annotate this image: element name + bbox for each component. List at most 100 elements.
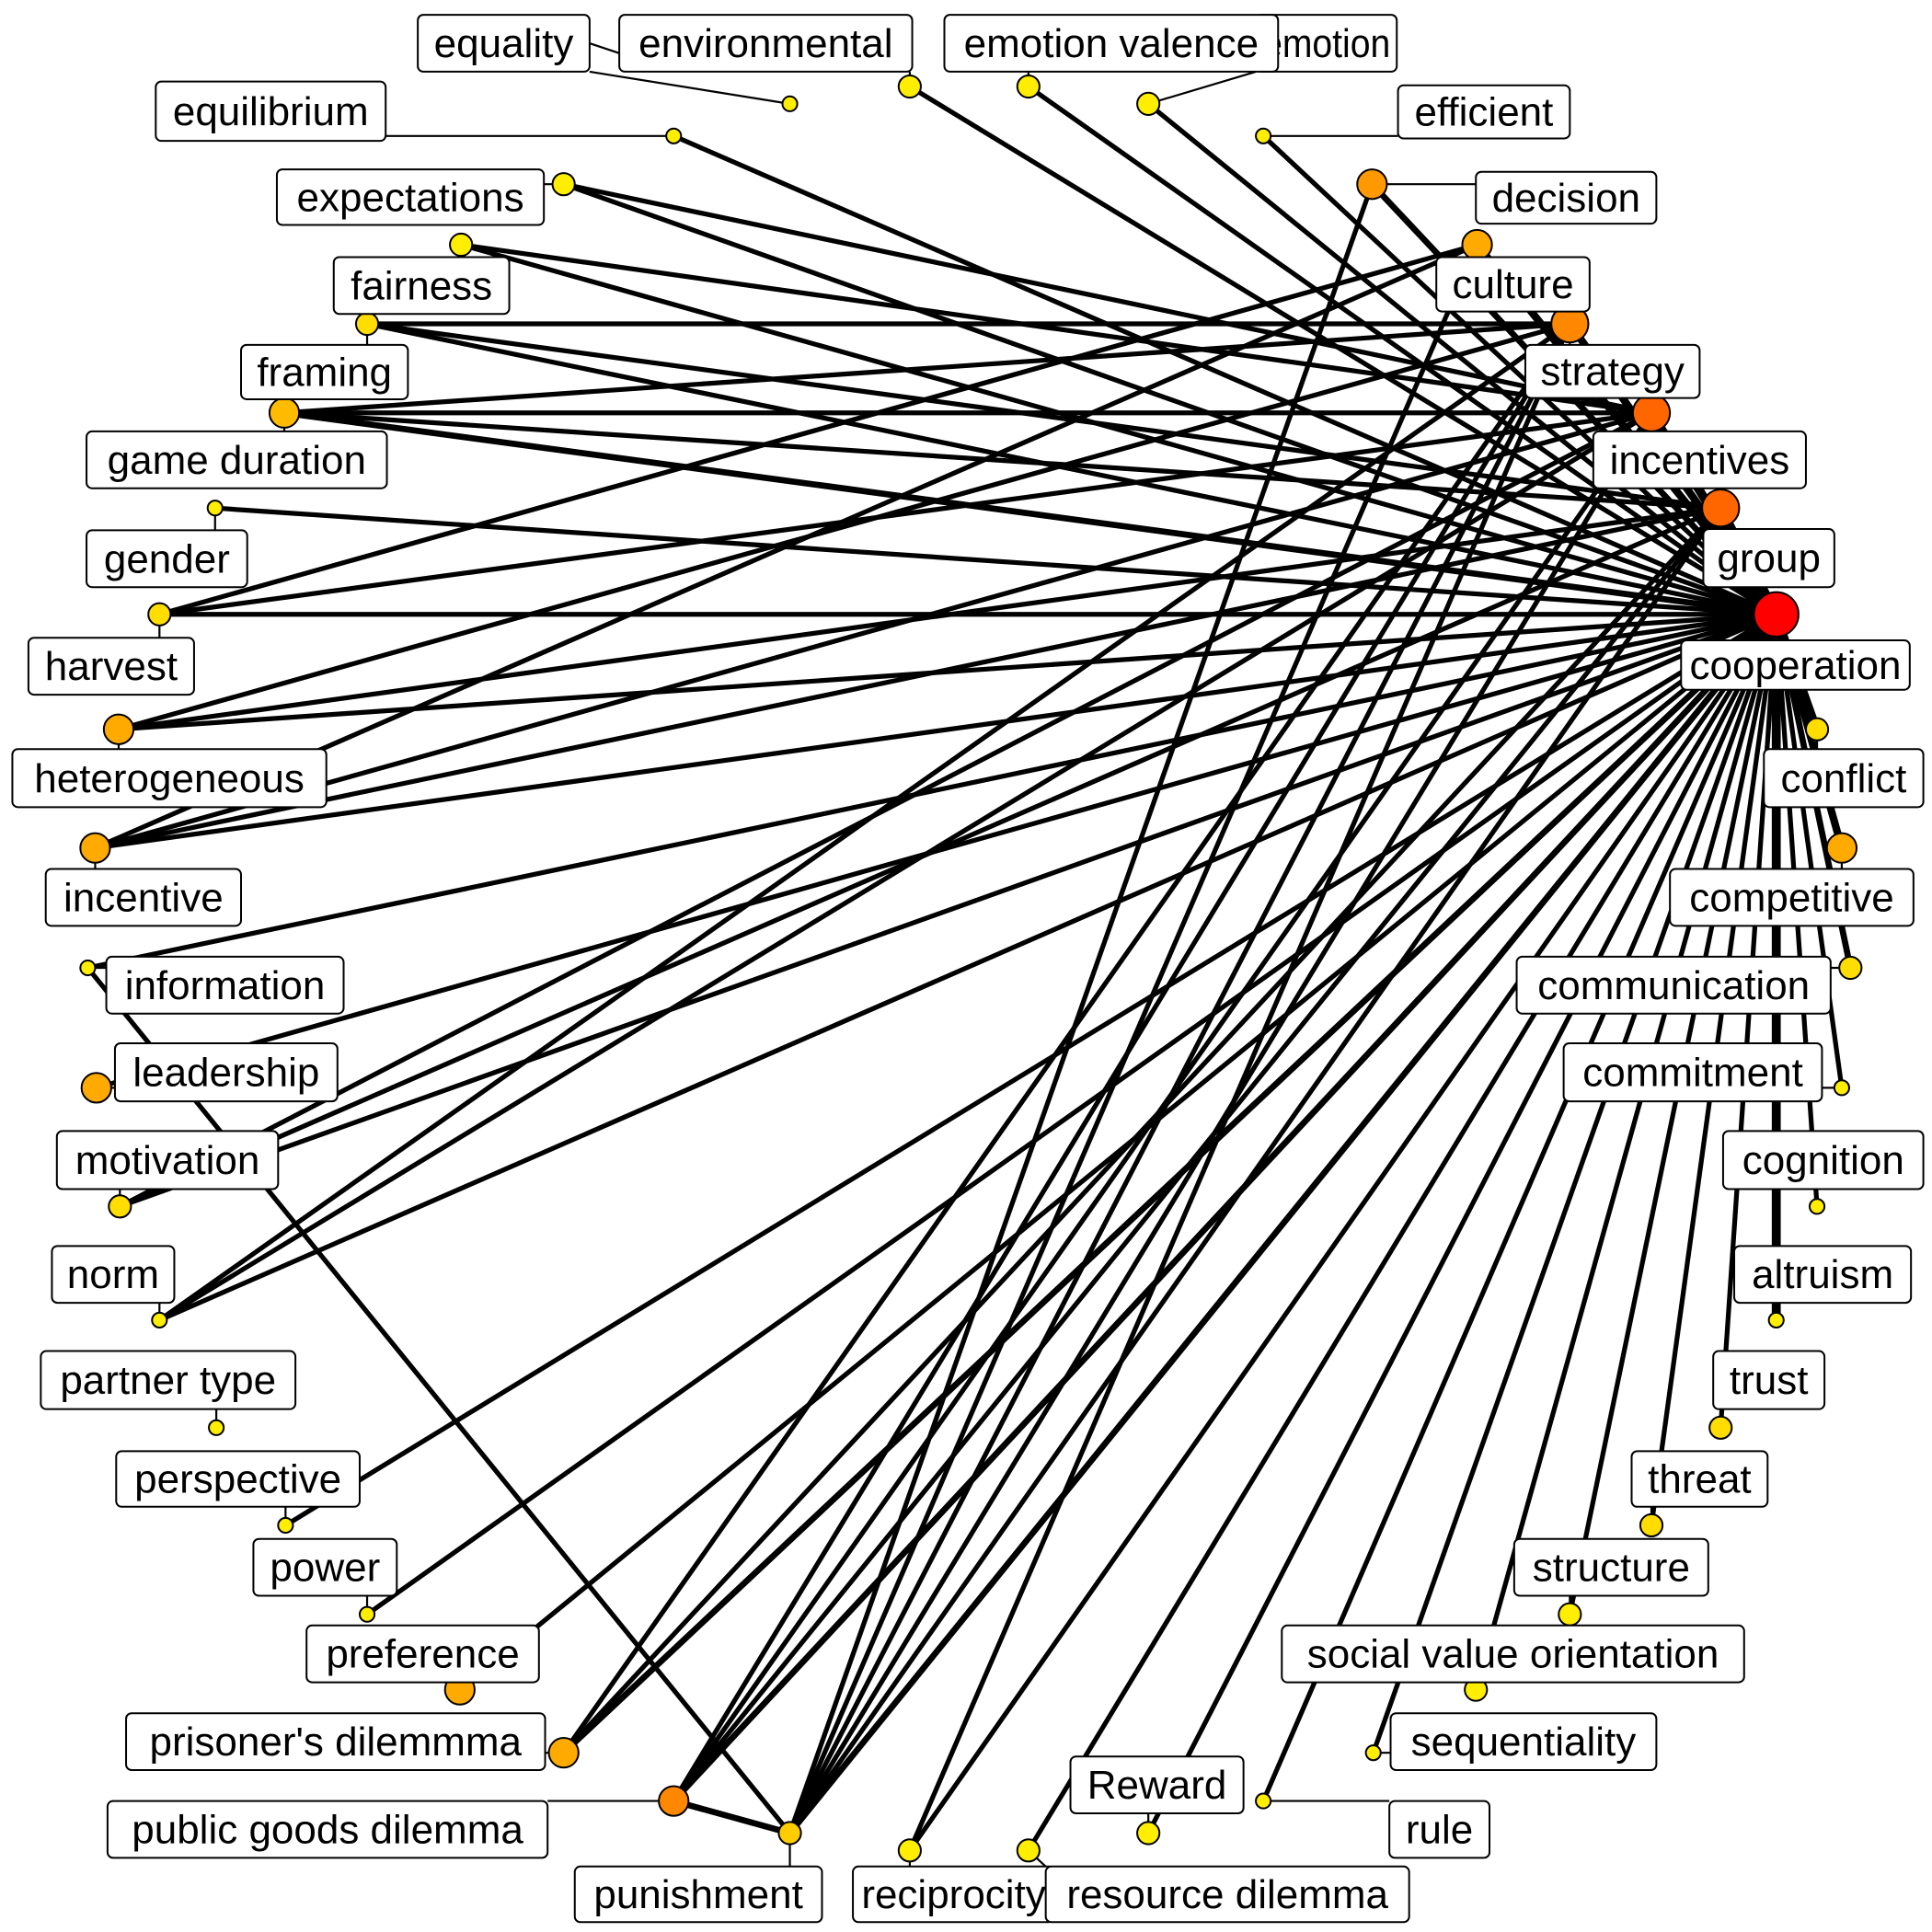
label-text-conflict: conflict [1780, 756, 1906, 801]
label-text-emotion: emotion [1262, 21, 1390, 66]
node-gender [206, 500, 224, 517]
label-box-social_value_orientation [1281, 1624, 1745, 1684]
edge-incentives-expectations [561, 181, 1654, 416]
label-text-leadership: leadership [132, 1051, 319, 1096]
leader-emotion [1147, 70, 1257, 105]
label-punishment: punishment [573, 1865, 823, 1924]
node-group [1701, 489, 1741, 528]
edge-group-public_goods_dilemma [671, 505, 1723, 1804]
label-text-threat: threat [1648, 1457, 1752, 1502]
label-box-equality [417, 14, 591, 73]
node-environmental [897, 74, 922, 99]
label-framing: framing [239, 343, 409, 400]
edge-group-punishment [787, 505, 1723, 1836]
label-heterogeneous: heterogeneous [11, 748, 328, 809]
node-public_goods_dilemma [658, 1785, 690, 1817]
edge-strategy-prisoners_dilemma [561, 321, 1572, 1755]
node-norm [151, 1311, 168, 1328]
label-box-environmental [618, 14, 914, 73]
label-text-equality: equality [434, 21, 574, 66]
label-text-commitment: commitment [1582, 1051, 1803, 1096]
label-box-structure [1512, 1537, 1709, 1597]
label-text-punishment: punishment [593, 1872, 802, 1917]
label-box-incentives [1592, 430, 1807, 489]
labels-layer: emotion cooperation group incentives strateg… [11, 14, 1925, 1924]
label-box-game_duration [86, 430, 388, 489]
node-leadership [80, 1072, 112, 1104]
label-box-fairness [332, 256, 511, 316]
edge-cooperation-rule [1260, 612, 1779, 1804]
edge-cooperation-efficient [1260, 133, 1779, 617]
label-text-power: power [270, 1546, 380, 1591]
node-structure [1558, 1602, 1582, 1627]
label-text-strategy: strategy [1540, 350, 1685, 395]
edge-strategy-punishment [787, 321, 1572, 1836]
label-box-motivation [55, 1130, 280, 1190]
label-strategy: strategy [1524, 343, 1701, 399]
edge-cooperation-preference [457, 612, 1779, 1693]
node-competitive [1825, 832, 1858, 864]
edge-cooperation-power [364, 612, 1779, 1617]
label-text-culture: culture [1452, 262, 1573, 307]
label-text-incentives: incentives [1610, 438, 1790, 483]
label-environmental: environmental [618, 14, 914, 73]
label-text-structure: structure [1533, 1546, 1690, 1591]
label-text-incentive: incentive [63, 875, 224, 920]
label-power: power [252, 1537, 398, 1597]
edge-culture-incentive [92, 242, 1480, 851]
label-communication: communication [1515, 955, 1832, 1015]
label-norm: norm [51, 1245, 176, 1305]
node-threat [1639, 1512, 1664, 1538]
label-game_duration: game duration [86, 430, 388, 489]
node-incentive [79, 832, 111, 864]
label-box-efficient [1397, 84, 1571, 140]
label-gender: gender [86, 529, 248, 589]
label-text-cooperation: cooperation [1690, 643, 1902, 688]
node-harvest [147, 602, 172, 627]
edge-incentives-fairness [458, 242, 1654, 416]
label-box-prisoners_dilemma [125, 1712, 546, 1771]
label-box-resource_dilemma [1044, 1865, 1410, 1924]
label-sequentiality: sequentiality [1389, 1712, 1658, 1771]
label-box-power [252, 1537, 398, 1597]
node-equilibrium [665, 127, 683, 144]
label-text-framing: framing [257, 350, 392, 395]
label-box-punishment [573, 1865, 823, 1924]
label-preference: preference [305, 1624, 540, 1684]
label-text-sequentiality: sequentiality [1411, 1719, 1637, 1765]
label-reward: Reward [1069, 1755, 1245, 1815]
label-harvest: harvest [27, 637, 195, 696]
edge-incentives-incentive [92, 410, 1654, 851]
edge-cooperation-motivation [117, 612, 1779, 1209]
node-perspective [277, 1516, 294, 1535]
label-expectations: expectations [275, 168, 546, 226]
label-box-commitment [1562, 1041, 1823, 1103]
node-communication [1838, 955, 1863, 981]
label-information: information [105, 955, 345, 1015]
edge-strategy-game_duration [282, 321, 1572, 416]
label-box-harvest [27, 637, 195, 696]
label-box-cooperation [1680, 638, 1911, 691]
label-text-group: group [1717, 536, 1821, 581]
label-text-harvest: harvest [45, 644, 178, 689]
label-reciprocity: reciprocity [852, 1865, 1056, 1924]
edge-cooperation-prisoners_dilemma [560, 611, 1780, 1756]
label-box-gender [86, 529, 248, 589]
nodes-layer [79, 74, 1863, 1863]
node-cognition [1808, 1198, 1826, 1215]
label-text-social_value_orientation: social value orientation [1307, 1632, 1719, 1677]
label-box-competitive [1669, 868, 1915, 927]
label-rule: rule [1388, 1800, 1491, 1859]
label-text-prisoners_dilemma: prisoner's dilemmma [150, 1719, 523, 1765]
label-text-heterogeneous: heterogeneous [34, 756, 305, 801]
label-incentives: incentives [1592, 430, 1807, 489]
label-text-decision: decision [1492, 176, 1640, 221]
node-rule [1255, 1792, 1272, 1810]
edge-strategy-heterogeneous [116, 321, 1572, 732]
label-resource_dilemma: resource dilemma [1044, 1865, 1410, 1924]
label-partner_type: partner type [40, 1350, 297, 1410]
label-commitment: commitment [1562, 1041, 1823, 1103]
label-box-culture [1435, 256, 1591, 313]
